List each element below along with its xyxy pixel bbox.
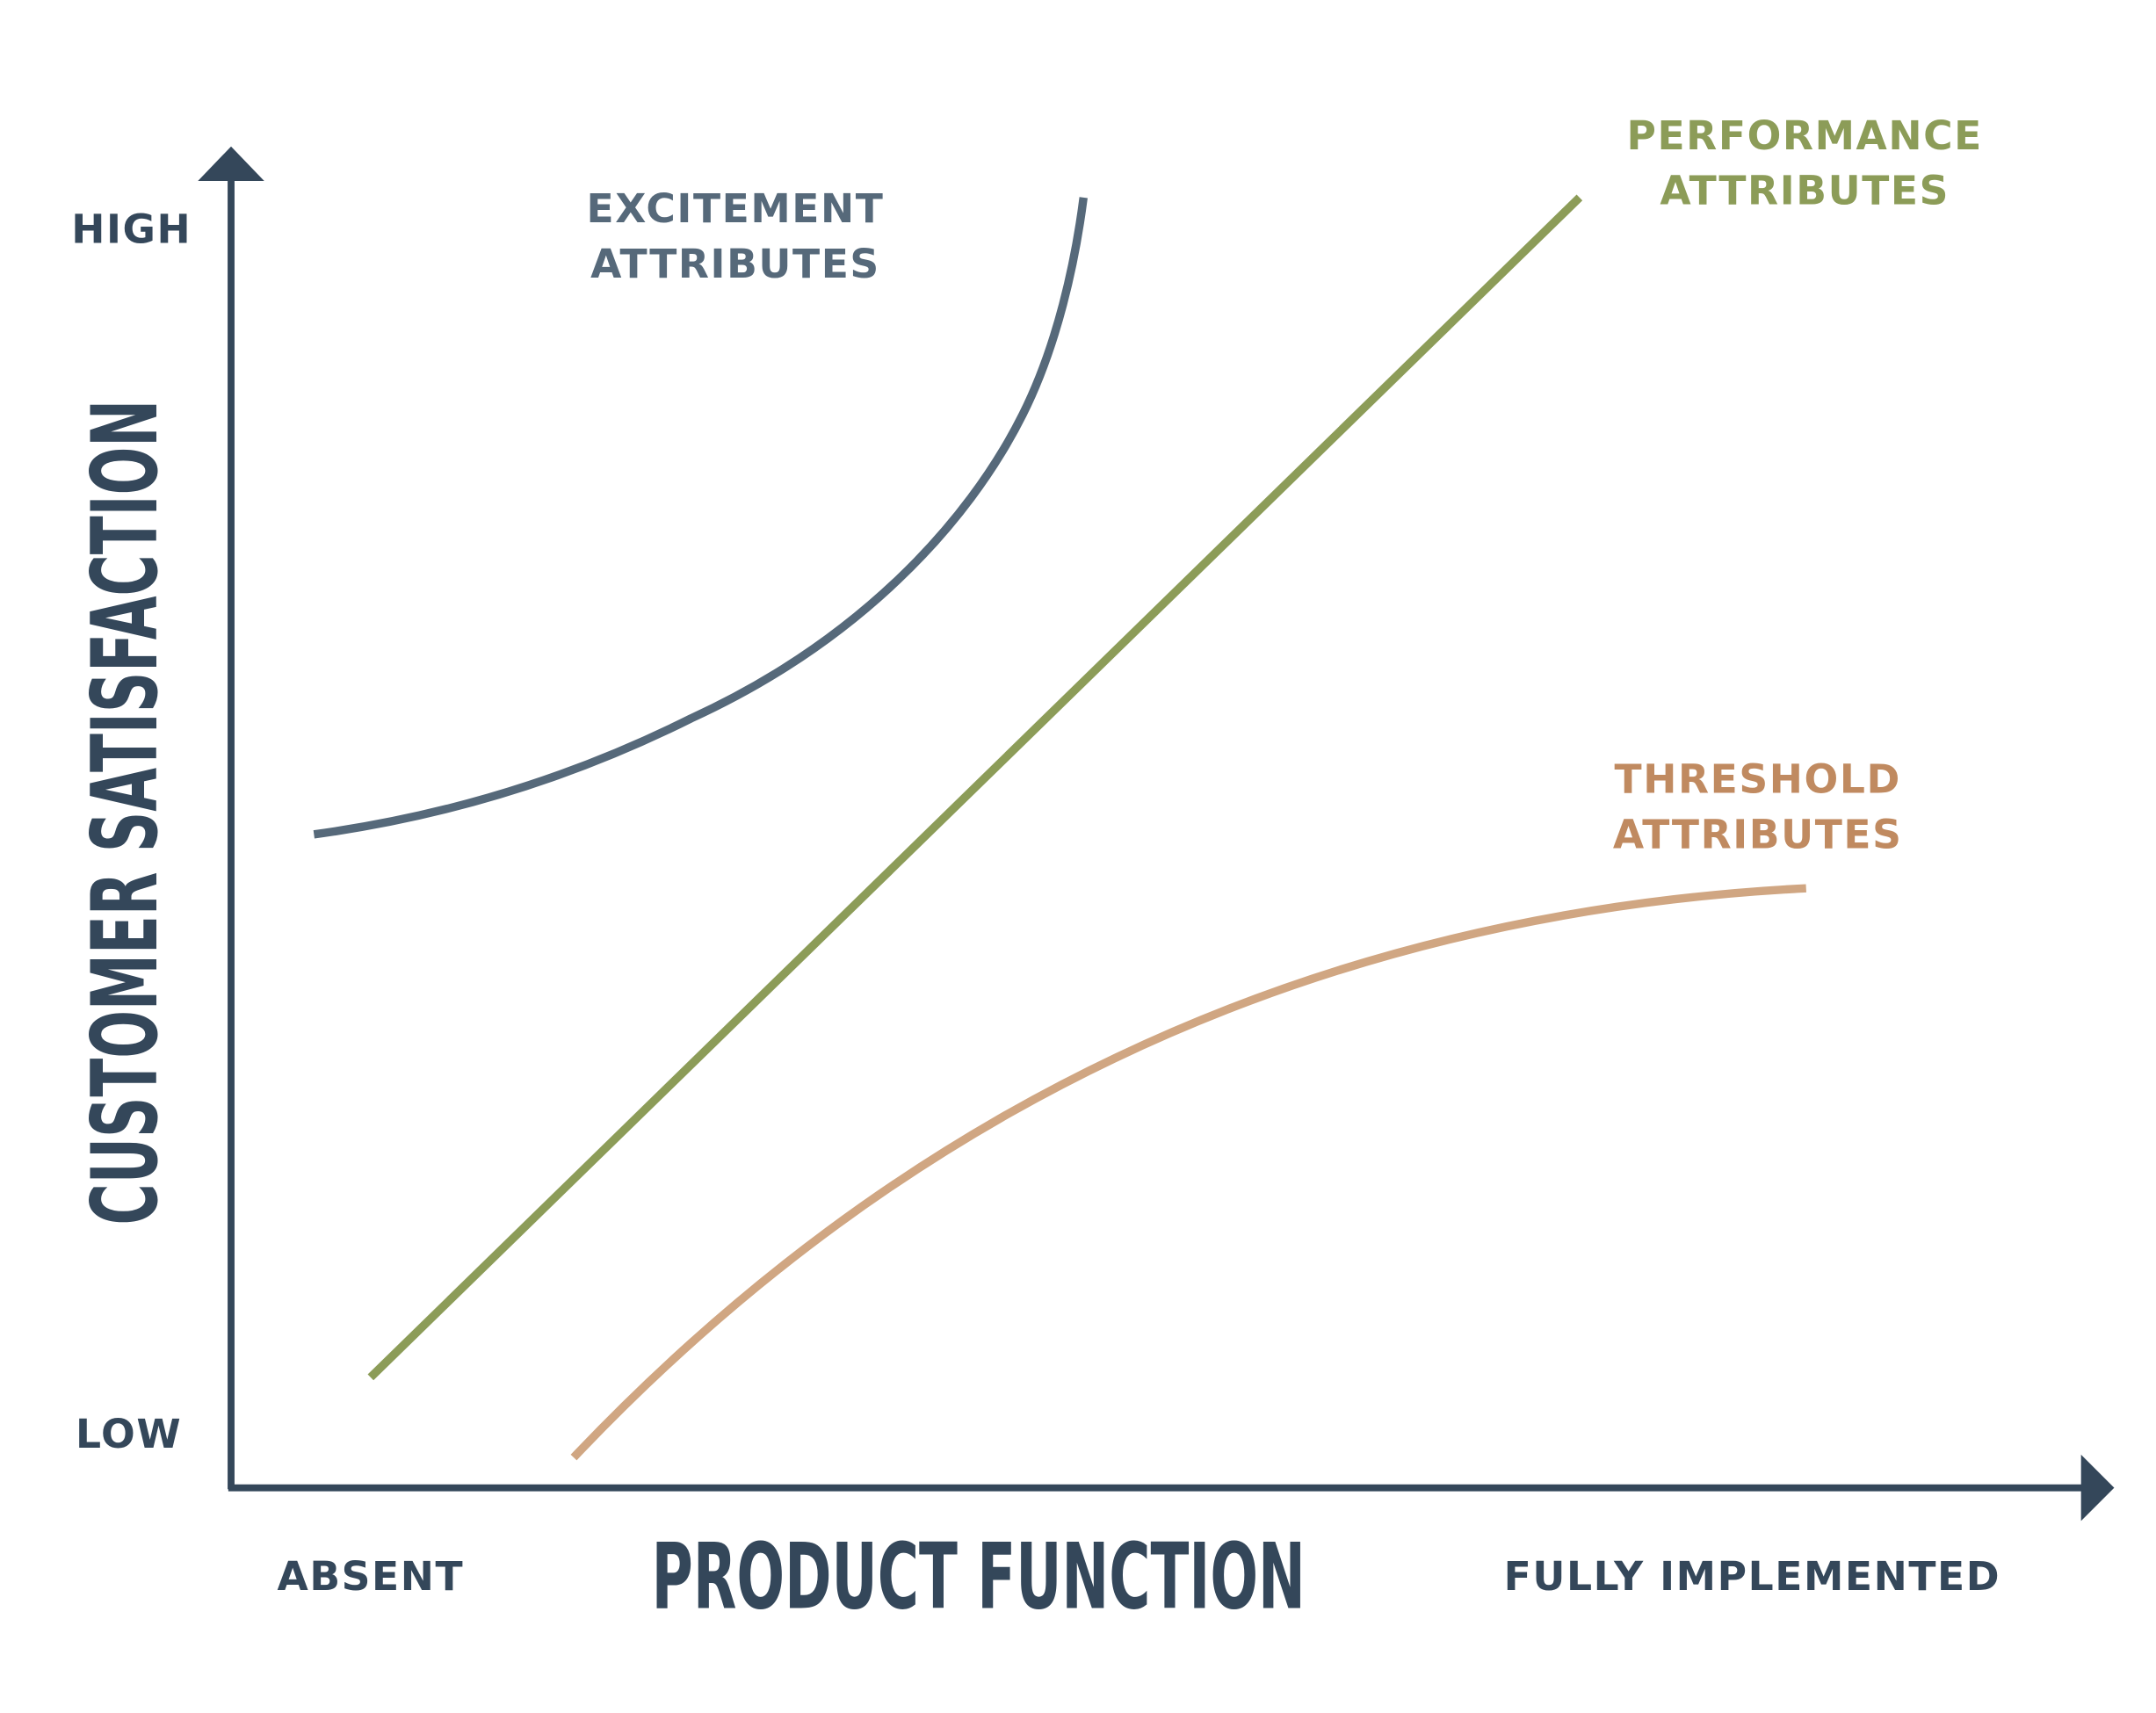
threshold-curve [570, 884, 1806, 1461]
curve-label: ATTRIBUTES [590, 241, 880, 287]
curve-label: EXCITEMENT [587, 185, 885, 232]
curve-label: THRESHOLD [1615, 756, 1901, 803]
y-high: HIGH [71, 206, 192, 253]
x-high: FULLY IMPLEMENTED [1504, 1553, 2001, 1600]
performance-line [367, 194, 1583, 1381]
excitement-curve [313, 197, 1088, 839]
curve-label: ATTRIBUTES [1613, 811, 1903, 857]
x-arrow [2080, 1454, 2115, 1521]
x-title: PRODUCT FUNCTION [652, 1524, 1306, 1630]
curve-label: ATTRIBUTES [1660, 168, 1950, 214]
y-title: CUSTOMER SATISFACTION [73, 400, 178, 1225]
y-arrow [198, 146, 264, 182]
curve-label: PERFORMANCE [1626, 112, 1982, 159]
y-low: LOW [76, 1411, 182, 1457]
x-low: ABSENT [277, 1553, 464, 1600]
